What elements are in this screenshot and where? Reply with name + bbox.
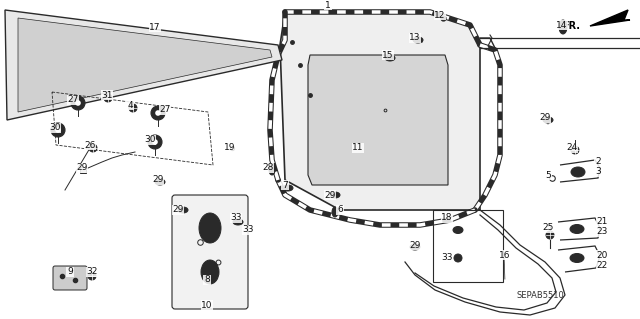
Text: 15: 15: [382, 50, 394, 60]
Circle shape: [88, 272, 96, 280]
Text: 22: 22: [596, 261, 607, 270]
Text: 27: 27: [67, 95, 79, 105]
Text: 33: 33: [441, 254, 452, 263]
Text: 4: 4: [127, 100, 133, 109]
Text: 29: 29: [410, 241, 420, 249]
Text: 11: 11: [352, 144, 364, 152]
Text: 12: 12: [435, 11, 445, 19]
Text: 29: 29: [152, 175, 164, 184]
Text: 29: 29: [540, 114, 550, 122]
Text: 14: 14: [556, 20, 568, 29]
Ellipse shape: [201, 260, 219, 284]
Text: 17: 17: [149, 23, 161, 32]
Circle shape: [76, 100, 81, 106]
FancyBboxPatch shape: [53, 266, 87, 290]
Text: 7: 7: [282, 181, 288, 189]
Ellipse shape: [332, 207, 338, 217]
Circle shape: [148, 135, 162, 149]
Text: 1: 1: [325, 1, 331, 10]
Circle shape: [51, 123, 65, 137]
Ellipse shape: [559, 20, 567, 34]
Ellipse shape: [330, 192, 340, 198]
Text: 20: 20: [596, 250, 608, 259]
Text: 33: 33: [243, 226, 253, 234]
Text: 25: 25: [542, 224, 554, 233]
Circle shape: [571, 146, 579, 154]
Ellipse shape: [453, 226, 463, 234]
Text: 6: 6: [337, 205, 343, 214]
Text: 13: 13: [409, 33, 420, 42]
Circle shape: [104, 94, 112, 102]
Circle shape: [152, 139, 158, 145]
Text: 23: 23: [596, 227, 608, 236]
Text: 29: 29: [76, 164, 88, 173]
Ellipse shape: [269, 165, 275, 175]
Text: 30: 30: [144, 136, 156, 145]
FancyBboxPatch shape: [172, 195, 248, 309]
Text: 28: 28: [262, 164, 274, 173]
Circle shape: [151, 106, 165, 120]
Circle shape: [129, 104, 137, 112]
Text: SEPAB5510: SEPAB5510: [516, 291, 564, 300]
Text: 32: 32: [86, 268, 98, 277]
Ellipse shape: [178, 207, 188, 213]
Polygon shape: [18, 18, 272, 112]
Ellipse shape: [570, 225, 584, 234]
Text: 18: 18: [441, 213, 452, 222]
Circle shape: [55, 127, 61, 133]
Text: 8: 8: [204, 276, 210, 285]
Circle shape: [155, 110, 161, 116]
Circle shape: [71, 96, 85, 110]
Text: 3: 3: [595, 167, 601, 176]
Text: FR.: FR.: [562, 21, 580, 31]
Polygon shape: [590, 10, 630, 26]
Circle shape: [546, 231, 554, 239]
Text: 5: 5: [545, 170, 551, 180]
Polygon shape: [280, 12, 480, 210]
Ellipse shape: [155, 179, 165, 185]
Text: 9: 9: [67, 268, 73, 277]
Text: 26: 26: [84, 140, 96, 150]
Ellipse shape: [199, 213, 221, 243]
Text: 30: 30: [49, 123, 61, 132]
Text: 24: 24: [566, 144, 578, 152]
Text: 10: 10: [201, 300, 212, 309]
Ellipse shape: [385, 55, 395, 61]
Polygon shape: [5, 10, 282, 120]
Text: 31: 31: [101, 91, 113, 100]
Ellipse shape: [543, 117, 553, 123]
Ellipse shape: [571, 167, 585, 177]
Ellipse shape: [570, 254, 584, 263]
Text: 2: 2: [595, 158, 601, 167]
Bar: [80, 167, 86, 173]
Circle shape: [89, 144, 97, 152]
Text: 16: 16: [499, 250, 511, 259]
Ellipse shape: [283, 185, 293, 191]
Ellipse shape: [410, 244, 420, 250]
Text: 19: 19: [224, 144, 236, 152]
Ellipse shape: [233, 219, 243, 225]
Text: 27: 27: [159, 106, 171, 115]
Ellipse shape: [413, 37, 423, 43]
Text: 29: 29: [172, 205, 184, 214]
Text: 33: 33: [230, 213, 242, 222]
Polygon shape: [308, 55, 448, 185]
Ellipse shape: [454, 254, 462, 262]
Bar: [433, 210, 503, 282]
Text: 29: 29: [324, 190, 336, 199]
Text: 21: 21: [596, 218, 608, 226]
